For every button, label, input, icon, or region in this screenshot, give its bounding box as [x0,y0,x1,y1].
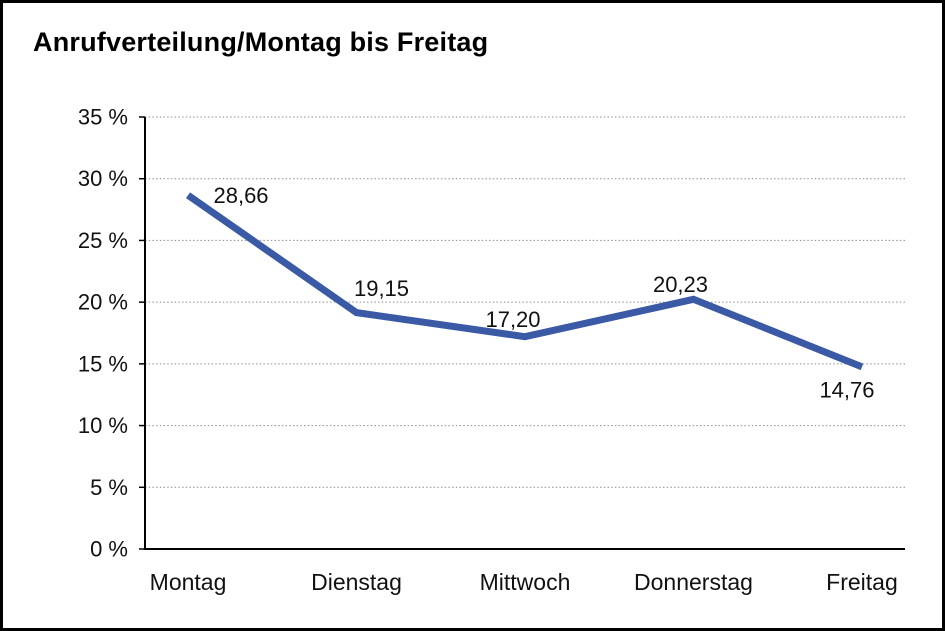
data-point-label: 20,23 [653,272,708,297]
y-tick-label: 35 % [78,105,128,130]
data-point-label: 28,66 [213,183,268,208]
x-category-label: Donnerstag [634,569,753,595]
data-line [186,192,864,371]
x-category-label: Mittwoch [480,569,571,595]
y-tick-label: 30 % [78,166,128,191]
data-point-label: 19,15 [354,276,409,301]
y-tick-label: 5 % [90,475,128,500]
y-tick-label: 10 % [78,413,128,438]
y-tick-label: 15 % [78,351,128,376]
x-category-label: Freitag [826,569,898,595]
x-category-label: Dienstag [311,569,402,595]
y-tick-label: 0 % [90,537,128,562]
data-point-label: 14,76 [819,377,874,402]
data-point-label: 17,20 [485,307,540,332]
y-tick-label: 25 % [78,228,128,253]
x-category-label: Montag [150,569,227,595]
chart-title: Anrufverteilung/Montag bis Freitag [33,27,489,57]
y-tick-label: 20 % [78,290,128,315]
axis-lines [144,117,905,550]
